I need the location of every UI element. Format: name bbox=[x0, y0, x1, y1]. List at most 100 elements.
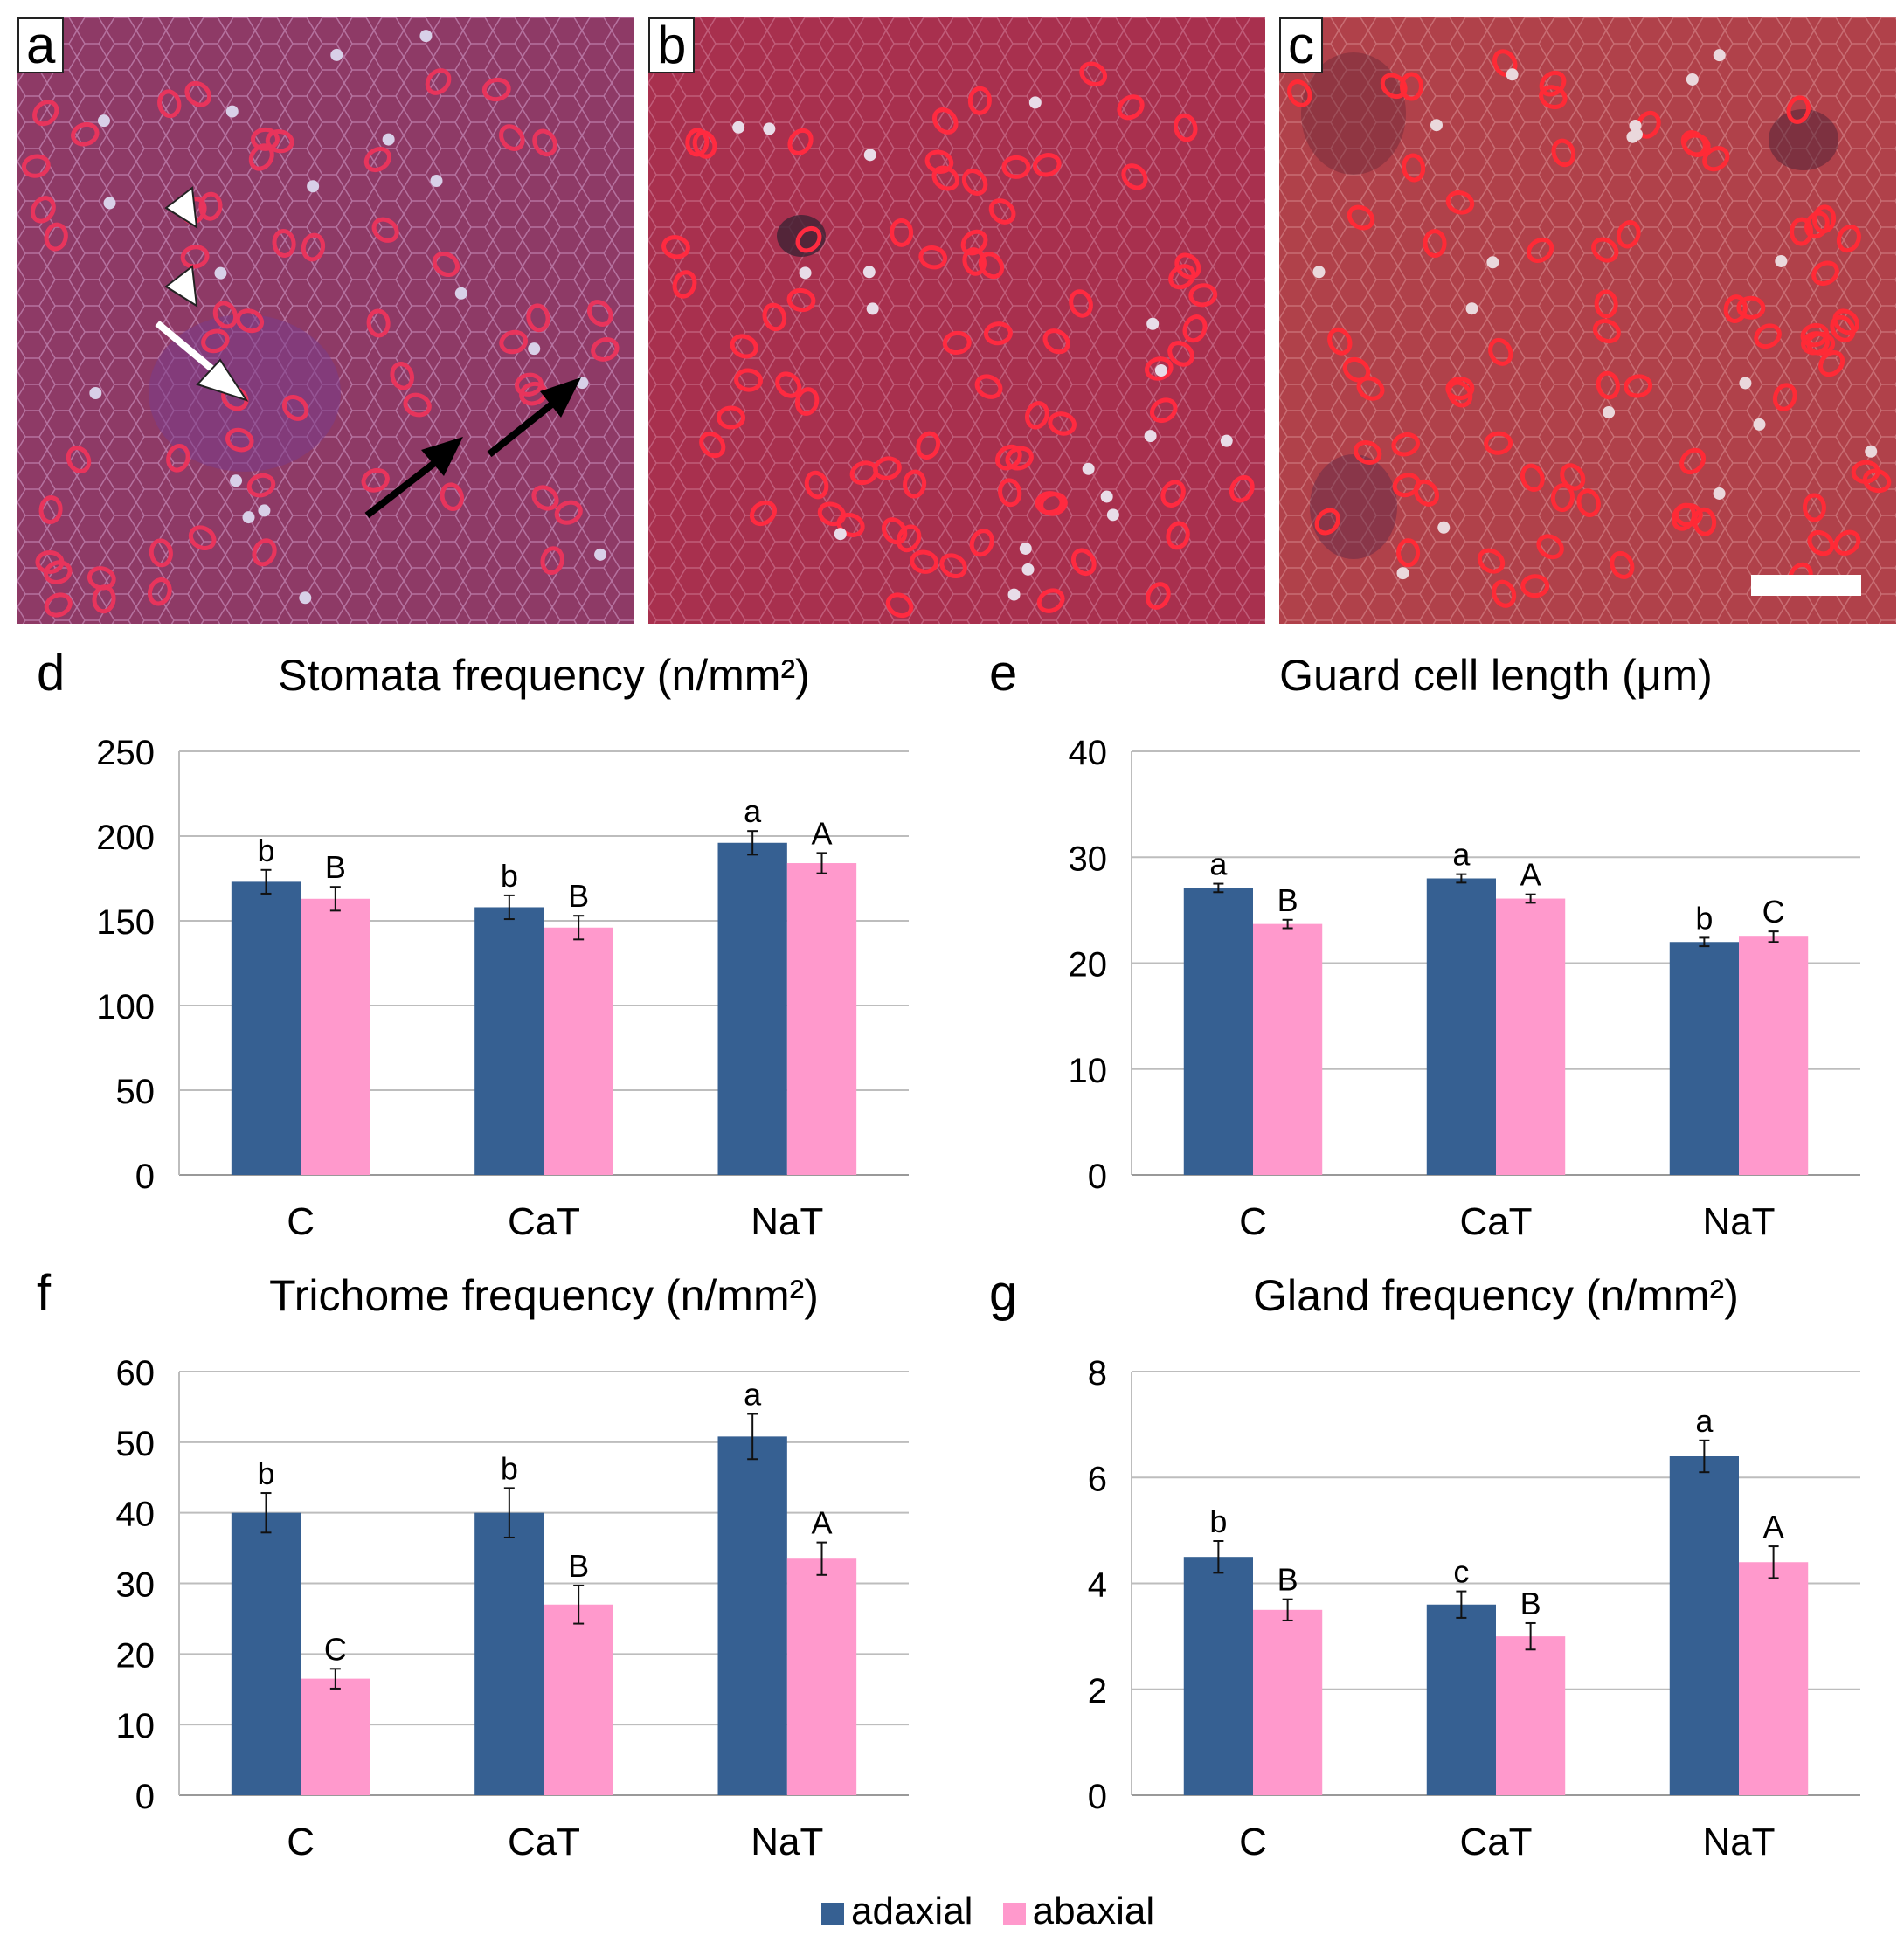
panel-letter: e bbox=[989, 645, 1017, 701]
y-tick-label: 50 bbox=[116, 1425, 156, 1463]
significance-letter: B bbox=[568, 878, 589, 914]
bar-abaxial bbox=[786, 863, 857, 1175]
bar-abaxial bbox=[786, 1558, 857, 1795]
significance-letter: b bbox=[1695, 900, 1713, 936]
x-category-label: C bbox=[1239, 1200, 1267, 1243]
significance-letter: b bbox=[257, 1455, 274, 1491]
legend-swatch-adaxial bbox=[821, 1903, 844, 1925]
bar-adaxial bbox=[1183, 1557, 1253, 1795]
significance-letter: A bbox=[811, 1505, 832, 1541]
x-category-label: CaT bbox=[508, 1200, 580, 1243]
bar-abaxial bbox=[544, 927, 613, 1175]
legend: adaxial abaxial bbox=[821, 1890, 1174, 1933]
y-tick-label: 250 bbox=[96, 734, 155, 772]
panel-label-a: a bbox=[17, 17, 65, 73]
x-category-label: NaT bbox=[1702, 1821, 1775, 1863]
x-category-label: C bbox=[287, 1200, 315, 1243]
legend-label-adaxial: adaxial bbox=[851, 1890, 973, 1932]
bar-adaxial bbox=[1669, 942, 1739, 1175]
legend-item-adaxial: adaxial bbox=[821, 1890, 973, 1932]
y-tick-label: 8 bbox=[1088, 1354, 1107, 1393]
bar-abaxial bbox=[301, 898, 370, 1175]
micrograph-c: c bbox=[1279, 17, 1896, 624]
bar-abaxial bbox=[1253, 1609, 1323, 1795]
panel-letter: g bbox=[989, 1265, 1017, 1322]
significance-letter: C bbox=[1762, 894, 1785, 930]
bar-adaxial bbox=[474, 1512, 544, 1795]
y-tick-label: 0 bbox=[135, 1158, 155, 1196]
scale-bar bbox=[1751, 575, 1861, 596]
significance-letter: c bbox=[1453, 1554, 1469, 1590]
bar-abaxial bbox=[1253, 923, 1323, 1175]
significance-letter: A bbox=[811, 815, 832, 851]
bar-adaxial bbox=[231, 1512, 301, 1795]
panel-label-b: b bbox=[648, 17, 696, 73]
x-category-label: NaT bbox=[751, 1200, 823, 1243]
y-tick-label: 40 bbox=[116, 1496, 156, 1534]
bar-abaxial bbox=[544, 1604, 613, 1795]
panel-letter: f bbox=[37, 1265, 52, 1322]
y-tick-label: 0 bbox=[1088, 1158, 1107, 1196]
bar-abaxial bbox=[1496, 898, 1566, 1175]
significance-letter: B bbox=[325, 849, 346, 885]
significance-letter: B bbox=[1277, 882, 1298, 918]
y-tick-label: 20 bbox=[1069, 946, 1108, 985]
significance-letter: a bbox=[1695, 1403, 1714, 1439]
bar-abaxial bbox=[301, 1678, 370, 1795]
bar-adaxial bbox=[231, 881, 301, 1175]
x-category-label: C bbox=[287, 1821, 315, 1863]
micrograph-c-image bbox=[1279, 17, 1896, 624]
y-tick-label: 0 bbox=[135, 1778, 155, 1816]
bar-adaxial bbox=[1669, 1456, 1739, 1795]
chart-d-svg: d Stomata frequency (n/mm²) 0 50 100 150 200 25… bbox=[37, 645, 909, 1243]
micrograph-b: b bbox=[648, 17, 1265, 624]
micrograph-a-image bbox=[17, 17, 634, 624]
y-tick-label: 10 bbox=[1069, 1052, 1108, 1090]
y-tick-label: 10 bbox=[116, 1707, 156, 1745]
y-tick-label: 50 bbox=[116, 1073, 156, 1111]
significance-letter: B bbox=[1520, 1586, 1541, 1621]
significance-letter: B bbox=[568, 1548, 589, 1584]
significance-letter: A bbox=[1520, 857, 1541, 893]
chart-f: f Trichome frequency (n/mm²) 0 10 20 30 40 50 60… bbox=[0, 1249, 952, 1878]
x-category-label: C bbox=[1239, 1821, 1267, 1863]
x-category-label: CaT bbox=[1459, 1821, 1532, 1863]
significance-letter: b bbox=[257, 833, 274, 868]
bar-abaxial bbox=[1739, 936, 1809, 1175]
legend-swatch-abaxial bbox=[1002, 1903, 1026, 1925]
bar-adaxial bbox=[717, 1436, 787, 1795]
significance-letter: B bbox=[1277, 1562, 1298, 1598]
significance-letter: b bbox=[1209, 1503, 1227, 1539]
chart-e-svg: e Guard cell length (μm) 0 10 20 30 40 a B Ca A CaT… bbox=[989, 645, 1860, 1243]
bar-adaxial bbox=[474, 907, 544, 1175]
y-tick-label: 30 bbox=[1069, 840, 1108, 878]
chart-f-svg: f Trichome frequency (n/mm²) 0 10 20 30 40 50 60… bbox=[37, 1265, 909, 1863]
bar-abaxial bbox=[1496, 1636, 1566, 1795]
y-tick-label: 20 bbox=[116, 1636, 156, 1675]
chart-title: Gland frequency (n/mm²) bbox=[1253, 1271, 1739, 1320]
bar-adaxial bbox=[1183, 888, 1253, 1175]
x-category-label: NaT bbox=[751, 1821, 823, 1863]
panel-label-c: c bbox=[1279, 17, 1323, 73]
y-tick-label: 60 bbox=[116, 1354, 156, 1393]
chart-g-svg: g Gland frequency (n/mm²) 0 2 4 6 8 b B Cc B CaT a A N… bbox=[989, 1265, 1860, 1863]
y-tick-label: 200 bbox=[96, 819, 155, 857]
chart-title: Stomata frequency (n/mm²) bbox=[278, 651, 810, 700]
significance-letter: a bbox=[1452, 837, 1471, 873]
y-tick-label: 30 bbox=[116, 1566, 156, 1605]
significance-letter: b bbox=[501, 858, 518, 894]
significance-letter: a bbox=[1209, 847, 1228, 882]
x-category-label: CaT bbox=[1459, 1200, 1532, 1243]
chart-d: d Stomata frequency (n/mm²) 0 50 100 150 200 25… bbox=[0, 629, 952, 1258]
y-tick-label: 150 bbox=[96, 903, 155, 942]
significance-letter: a bbox=[744, 1377, 762, 1413]
panel-letter: d bbox=[37, 645, 65, 701]
significance-letter: C bbox=[324, 1631, 347, 1667]
legend-label-abaxial: abaxial bbox=[1032, 1890, 1155, 1932]
y-tick-label: 4 bbox=[1088, 1566, 1107, 1605]
micrograph-b-image bbox=[648, 17, 1265, 624]
y-tick-label: 40 bbox=[1069, 734, 1108, 772]
micrograph-a: a bbox=[17, 17, 634, 624]
